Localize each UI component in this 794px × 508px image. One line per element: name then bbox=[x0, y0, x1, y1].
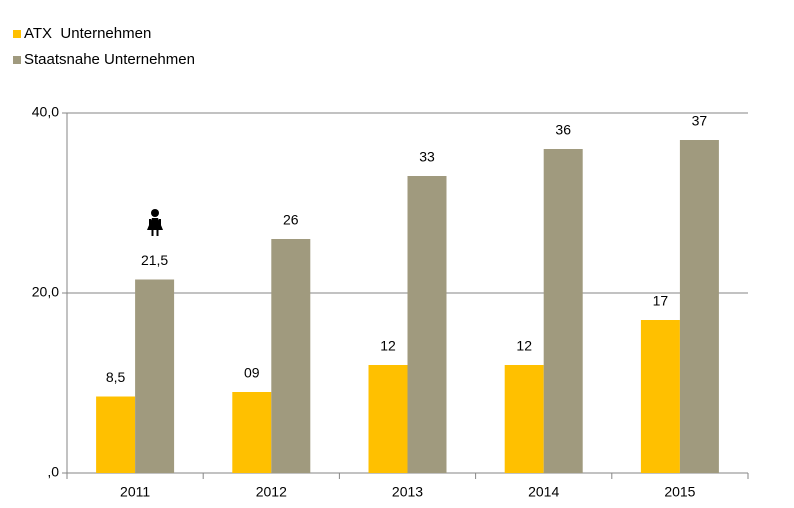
legend-label: Staatsnahe Unternehmen bbox=[24, 51, 195, 68]
woman-icon bbox=[147, 209, 163, 236]
data-label: 33 bbox=[419, 149, 435, 165]
bar bbox=[271, 239, 311, 473]
data-label: 09 bbox=[244, 365, 260, 381]
y-tick-label: 40,0 bbox=[32, 104, 59, 120]
bar bbox=[232, 392, 272, 473]
bar bbox=[96, 396, 136, 473]
bar bbox=[407, 176, 447, 473]
data-label: 12 bbox=[380, 338, 396, 354]
legend-label: ATX Unternehmen bbox=[24, 25, 151, 42]
data-label: 17 bbox=[653, 293, 669, 309]
bar bbox=[504, 365, 544, 473]
y-tick-label: ,0 bbox=[47, 464, 59, 480]
bar bbox=[135, 279, 175, 473]
y-tick-label: 20,0 bbox=[32, 284, 59, 300]
legend: ATX Unternehmen Staatsnahe Unternehmen bbox=[13, 25, 195, 68]
data-label: 37 bbox=[692, 113, 708, 129]
x-tick-label: 2012 bbox=[256, 484, 287, 500]
bar bbox=[368, 365, 408, 473]
bar bbox=[679, 140, 719, 473]
x-tick-label: 2014 bbox=[528, 484, 559, 500]
legend-swatch bbox=[13, 30, 21, 38]
data-label: 21,5 bbox=[141, 252, 168, 268]
x-tick-label: 2015 bbox=[664, 484, 695, 500]
bar bbox=[543, 149, 583, 473]
x-tick-label: 2011 bbox=[120, 484, 150, 500]
data-label: 26 bbox=[283, 212, 299, 228]
legend-swatch bbox=[13, 56, 21, 64]
data-label: 8,5 bbox=[106, 369, 126, 385]
data-label: 36 bbox=[555, 122, 571, 138]
bar bbox=[640, 320, 680, 473]
data-label: 12 bbox=[516, 338, 532, 354]
x-tick-label: 2013 bbox=[392, 484, 423, 500]
